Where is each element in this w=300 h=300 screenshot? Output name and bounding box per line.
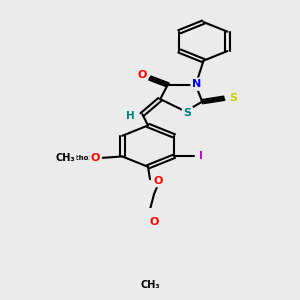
Text: O: O	[149, 217, 159, 227]
Text: N: N	[192, 79, 201, 89]
Text: S: S	[184, 108, 191, 118]
Text: S: S	[229, 93, 237, 103]
Text: H: H	[126, 111, 135, 121]
Text: CH₃: CH₃	[56, 153, 76, 163]
Text: I: I	[200, 152, 203, 161]
Text: O: O	[153, 176, 163, 186]
Text: CH₃: CH₃	[140, 280, 160, 290]
Text: O: O	[137, 70, 147, 80]
Text: O: O	[91, 153, 100, 163]
Text: methoxy: methoxy	[63, 155, 98, 161]
Text: O: O	[91, 153, 100, 163]
